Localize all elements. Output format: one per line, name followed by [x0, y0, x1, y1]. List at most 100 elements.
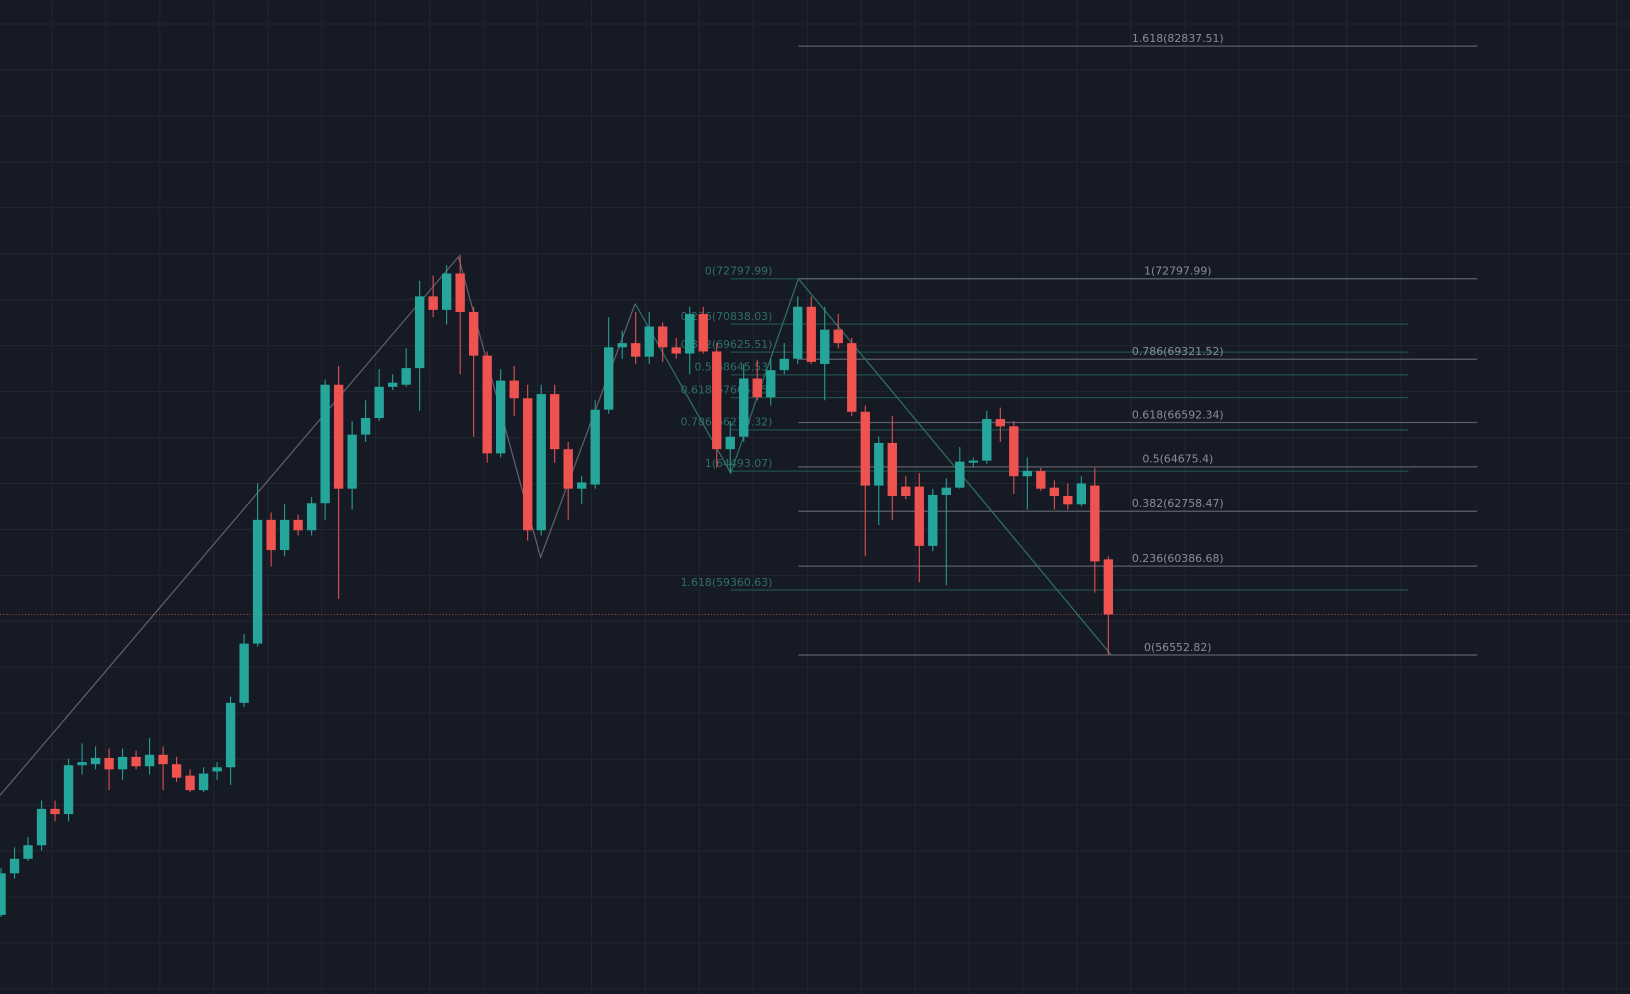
candle-body [252, 519, 263, 644]
candle-body [509, 380, 519, 399]
candle-body [955, 461, 965, 488]
candle-body [387, 382, 398, 387]
candle-body [671, 347, 681, 354]
candle-body [144, 754, 155, 767]
candle-body [185, 775, 195, 791]
fib-label: 0.382(62758.47) [1132, 497, 1224, 510]
candle-body [604, 347, 614, 410]
candle-body [1063, 495, 1073, 505]
candle-body [158, 754, 168, 765]
candle-body [428, 296, 438, 310]
candle-body [658, 326, 668, 348]
candle-body [617, 343, 627, 348]
candle-body [36, 808, 47, 846]
candle-body [685, 314, 695, 354]
candle-body [306, 503, 317, 531]
candle-body [982, 419, 992, 461]
candle-body [1090, 485, 1100, 562]
candles [0, 254, 1114, 917]
candle-body [171, 764, 182, 778]
candle-body [441, 273, 452, 310]
candle-body [712, 351, 722, 450]
fib-label: 1.618(59360.63) [681, 576, 773, 589]
candle-body [698, 314, 708, 352]
candle-body [360, 418, 371, 435]
fib-label: 0.5(64675.4) [1142, 453, 1213, 466]
candle-body [468, 311, 479, 356]
candle-body [536, 394, 546, 531]
candle-body [266, 519, 276, 551]
candle-body [563, 449, 573, 489]
candle-body [333, 384, 344, 489]
candle-body [941, 487, 951, 495]
candle-body [482, 355, 492, 454]
candle-body [293, 519, 303, 531]
candle-body [995, 419, 1005, 427]
candle-body [50, 808, 60, 815]
candle-body [414, 296, 425, 369]
candle-body [9, 858, 20, 874]
candle-body [455, 273, 465, 312]
zigzag [634, 278, 799, 475]
fib-label: 0.618(66592.34) [1132, 408, 1224, 421]
candle-body [887, 442, 897, 496]
candle-body [320, 384, 330, 504]
candle-body [779, 358, 789, 371]
candle-body [1036, 471, 1046, 489]
candle-body [104, 757, 114, 770]
candle-body [225, 702, 236, 768]
candle-body [117, 756, 128, 770]
fib-label: 0.236(60386.68) [1132, 552, 1224, 565]
fib-label: 1.618(82837.51) [1132, 32, 1224, 45]
fibonacci: 0(72797.99)0.236(70838.03)0.382(69625.51… [681, 32, 1478, 656]
candle-body [725, 436, 735, 450]
candle-body [131, 756, 141, 767]
candle-body [766, 370, 776, 398]
candle-body [968, 460, 978, 463]
candle-body [928, 494, 938, 546]
fib-label: 0.5(68645.53) [694, 361, 772, 374]
fib-label: 0.618(67665.55) [681, 383, 773, 396]
candle-body [860, 411, 870, 486]
fib-label: 0(56552.82) [1144, 641, 1212, 654]
candle-body [90, 757, 101, 765]
candle-body [374, 386, 384, 419]
fib-label: 0.786(69321.52) [1132, 345, 1224, 358]
candle-body [212, 767, 222, 772]
candle-body [495, 380, 506, 454]
candle-body [279, 519, 290, 551]
candle-body [793, 306, 803, 359]
candle-body [833, 329, 843, 344]
candle-body [1049, 487, 1060, 496]
candle-body [820, 329, 830, 364]
candle-body [239, 643, 249, 703]
candle-body [550, 394, 560, 450]
candle-body [739, 378, 749, 437]
candle-body [901, 486, 911, 496]
candle-body [63, 765, 74, 815]
fib-label: 1(72797.99) [1144, 265, 1212, 278]
candle-body [23, 845, 33, 859]
fib-label: 0(72797.99) [705, 265, 773, 278]
fib-label: 0.786(66270.32) [681, 416, 773, 429]
candle-body [1009, 426, 1019, 477]
candle-body [874, 442, 884, 486]
candle-body [847, 343, 857, 412]
candle-body [1103, 559, 1114, 615]
candle-body [0, 873, 6, 915]
fib-label: 1(64493.07) [705, 457, 773, 470]
candle-body [198, 773, 209, 791]
candle-body [1076, 483, 1087, 505]
candle-body [347, 434, 357, 489]
candle-body [644, 326, 654, 357]
trend-line [797, 278, 1112, 656]
candle-body [1022, 471, 1032, 477]
candle-body [806, 306, 816, 362]
candle-body [590, 409, 600, 485]
candle-body [77, 762, 87, 766]
candle-body [914, 486, 924, 546]
candle-body [577, 482, 587, 489]
